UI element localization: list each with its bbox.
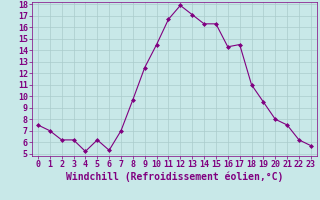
- X-axis label: Windchill (Refroidissement éolien,°C): Windchill (Refroidissement éolien,°C): [66, 172, 283, 182]
